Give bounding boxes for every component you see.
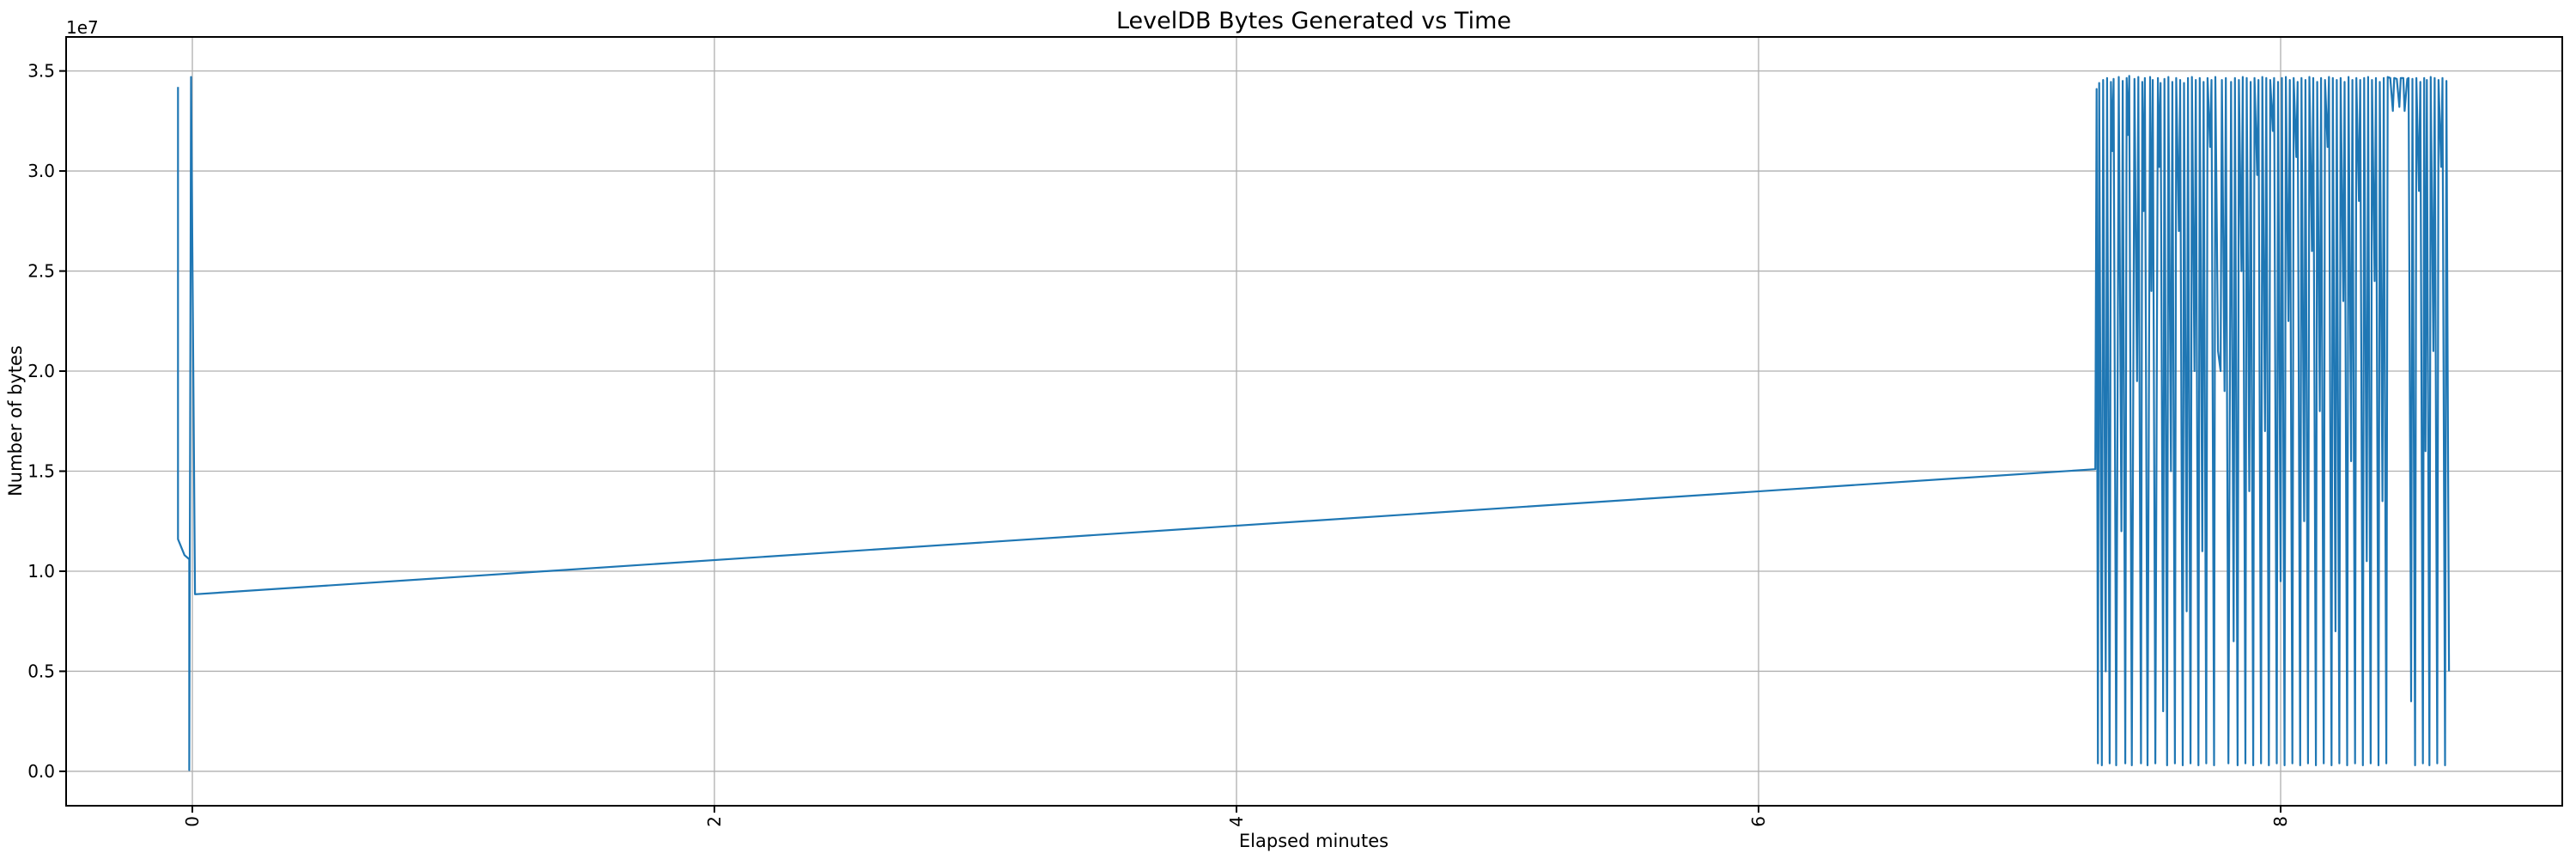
data-line — [177, 75, 2451, 771]
plot-border — [65, 36, 2563, 807]
y-axis-label: Number of bytes — [5, 345, 26, 497]
y-tick-label: 1.5 — [27, 461, 55, 482]
axis-ticks: 0 2 4 6 8 0.0 0.5 1.0 1.5 2.0 2.5 3.0 3.5 — [27, 61, 2291, 827]
x-tick-label: 6 — [1748, 816, 1769, 827]
y-tick-label: 0.5 — [27, 661, 55, 681]
y-tick-label: 0.0 — [27, 761, 55, 782]
y-axis-offset-text: 1e7 — [66, 17, 99, 38]
series-bytes-generated — [177, 75, 2451, 771]
y-tick-label: 3.5 — [27, 61, 55, 82]
y-tick-label: 1.0 — [27, 561, 55, 582]
x-tick-label: 2 — [704, 816, 725, 827]
x-tick-label: 8 — [2270, 816, 2291, 827]
y-tick-label: 3.0 — [27, 161, 55, 181]
x-axis-label: Elapsed minutes — [1239, 831, 1388, 851]
x-tick-label: 4 — [1226, 816, 1247, 827]
y-tick-label: 2.5 — [27, 261, 55, 282]
y-tick-label: 2.0 — [27, 361, 55, 381]
x-tick-label: 0 — [182, 816, 203, 827]
axes-spines — [65, 36, 2563, 807]
chart-title: LevelDB Bytes Generated vs Time — [1116, 8, 1511, 34]
